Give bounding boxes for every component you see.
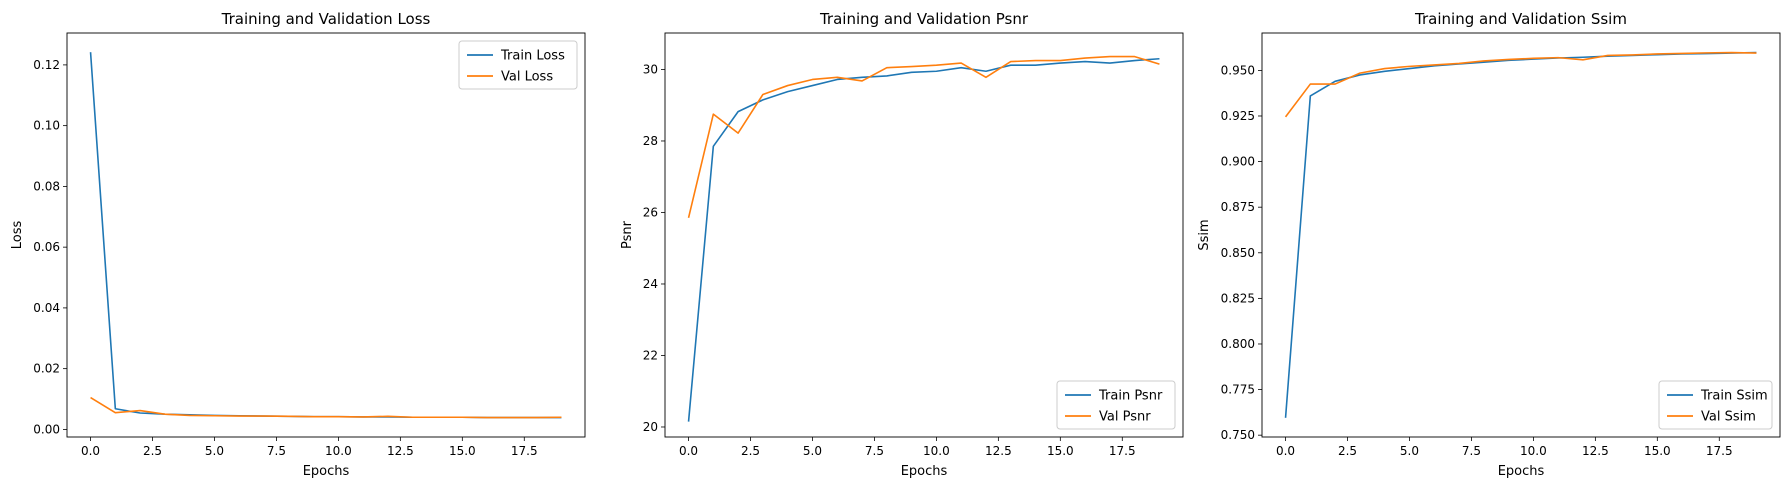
legend-label: Train Psnr: [1098, 389, 1163, 404]
legend-label: Val Loss: [501, 70, 553, 85]
y-axis-label: Loss: [10, 221, 25, 250]
y-tick-label: 0.750: [1221, 428, 1255, 442]
y-axis-label: Psnr: [620, 220, 635, 249]
chart-title: Training and Validation Loss: [221, 10, 431, 28]
legend-label: Train Ssim: [1700, 389, 1768, 404]
x-tick-label: 17.5: [511, 444, 538, 458]
series-line-train-ssim: [1284, 51, 1757, 418]
y-tick-label: 22: [643, 348, 658, 362]
legend: Train Psnr Val Psnr: [1056, 380, 1176, 430]
legend-box: [1056, 380, 1176, 430]
x-tick-label: 12.5: [985, 444, 1012, 458]
x-tick-label: 12.5: [387, 444, 414, 458]
y-tick-label: 0.12: [33, 58, 60, 72]
y-tick-label: 0.10: [33, 119, 60, 133]
x-tick-label: 7.5: [865, 444, 884, 458]
legend-label: Train Loss: [500, 49, 565, 64]
y-tick-label: 0.08: [33, 179, 60, 193]
x-tick-label: 7.5: [1462, 444, 1481, 458]
chart-panel-1: Training and Validation Loss 0.0 2.5 5.0 7.5…: [10, 10, 586, 479]
series-line-train-loss: [89, 52, 562, 419]
y-tick-label: 26: [643, 205, 658, 219]
x-tick-label: 15.0: [449, 444, 476, 458]
x-tick-label: 5.0: [1400, 444, 1419, 458]
y-tick-label: 0.825: [1221, 291, 1255, 305]
plot-frame: [66, 32, 586, 438]
x-tick-label: 10.0: [923, 444, 950, 458]
y-tick-label: 0.02: [33, 362, 60, 376]
y-axis-label: Ssim: [1197, 219, 1212, 250]
y-tick-label: 30: [643, 62, 658, 76]
x-tick-label: 0.0: [81, 444, 100, 458]
x-tick-label: 5.0: [803, 444, 822, 458]
chart-panel-3: Training and Validation Ssim 0.0 2.5 5.0 7.5…: [1197, 10, 1781, 479]
y-tick-label: 0.950: [1221, 63, 1255, 77]
y-tick-label: 0.875: [1221, 200, 1255, 214]
x-tick-label: 15.0: [1047, 444, 1074, 458]
x-tick-label: 5.0: [205, 444, 224, 458]
x-tick-label: 7.5: [267, 444, 286, 458]
chart-title: Training and Validation Psnr: [819, 10, 1029, 28]
x-tick-label: 12.5: [1582, 444, 1609, 458]
legend-label: Val Ssim: [1701, 410, 1756, 425]
y-tick-label: 0.775: [1221, 383, 1255, 397]
y-tick-label: 0.850: [1221, 246, 1255, 260]
series-line-val-ssim: [1284, 51, 1757, 118]
y-tick-label: 0.925: [1221, 109, 1255, 123]
legend-label: Val Psnr: [1099, 410, 1151, 425]
x-tick-label: 17.5: [1109, 444, 1136, 458]
series-line-val-psnr: [687, 55, 1160, 219]
y-tick-label: 24: [643, 277, 658, 291]
y-tick-label: 0.900: [1221, 155, 1255, 169]
x-tick-label: 10.0: [325, 444, 352, 458]
x-tick-label: 10.0: [1520, 444, 1547, 458]
y-tick-label: 0.800: [1221, 337, 1255, 351]
x-axis-label: Epochs: [303, 464, 350, 479]
plot-frame: [664, 32, 1184, 438]
x-tick-label: 2.5: [1338, 444, 1357, 458]
chart-title: Training and Validation Ssim: [1414, 10, 1627, 28]
y-tick-label: 28: [643, 134, 658, 148]
legend-box: [458, 40, 578, 90]
y-tick-label: 0.00: [33, 422, 60, 436]
x-tick-label: 0.0: [679, 444, 698, 458]
y-tick-label: 0.04: [33, 301, 60, 315]
series-line-val-loss: [90, 396, 562, 419]
x-tick-label: 2.5: [741, 444, 760, 458]
legend: Train Loss Val Loss: [458, 40, 578, 90]
x-axis-label: Epochs: [901, 464, 948, 479]
legend: Train Ssim Val Ssim: [1658, 380, 1773, 430]
x-tick-label: 17.5: [1706, 444, 1733, 458]
chart-panel-2: Training and Validation Psnr 0.0 2.5 5.0 7.5…: [620, 10, 1184, 479]
x-tick-label: 15.0: [1644, 444, 1671, 458]
y-tick-label: 20: [643, 420, 658, 434]
legend-box: [1658, 380, 1773, 430]
x-tick-label: 2.5: [143, 444, 162, 458]
x-axis-label: Epochs: [1498, 464, 1545, 479]
series-line-train-psnr: [687, 57, 1160, 422]
plot-frame: [1261, 32, 1781, 438]
x-tick-label: 0.0: [1276, 444, 1295, 458]
y-tick-label: 0.06: [33, 240, 60, 254]
